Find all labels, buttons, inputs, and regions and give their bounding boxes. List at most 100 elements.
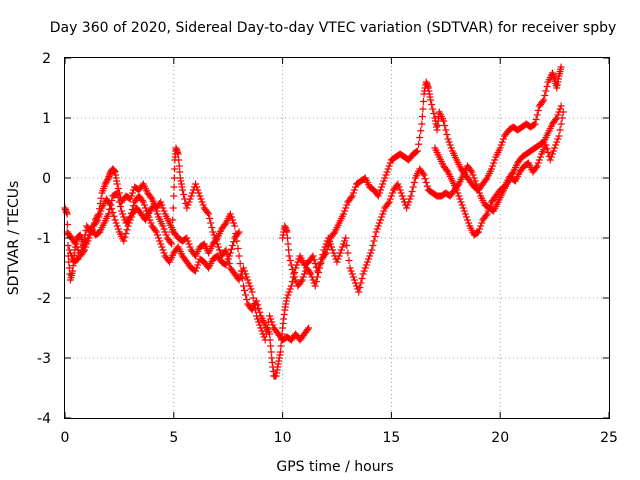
data-point [355, 288, 363, 296]
data-point [243, 273, 251, 281]
data-point [112, 219, 120, 227]
data-point [118, 207, 126, 215]
data-point [464, 216, 472, 224]
data-point [472, 180, 480, 188]
data-point [254, 315, 262, 323]
data-point [312, 278, 320, 285]
data-point [175, 156, 183, 164]
data-point [320, 246, 328, 254]
data-point [541, 92, 549, 99]
y-tick-label: 1 [42, 111, 51, 127]
data-point [127, 192, 135, 200]
data-point [297, 278, 305, 285]
data-point [456, 195, 464, 203]
data-point [256, 321, 264, 329]
data-point [489, 162, 497, 170]
data-point [410, 179, 418, 186]
data-point [374, 192, 382, 200]
data-point [467, 167, 475, 174]
data-point [371, 233, 379, 240]
data-point [226, 249, 234, 257]
data-point [114, 185, 122, 192]
data-point [462, 213, 470, 221]
data-point [557, 63, 565, 71]
y-axis-title: SDTVAR / TECUs [6, 181, 22, 296]
y-tick-labels: -4 -3 -2 -1 0 1 2 [37, 51, 51, 427]
data-point [441, 122, 449, 129]
data-point [344, 249, 352, 257]
data-point [499, 135, 507, 143]
data-point [360, 267, 368, 275]
data-point [554, 111, 562, 119]
data-point [546, 156, 554, 164]
data-point [235, 252, 243, 260]
data-point [292, 264, 300, 272]
data-point [95, 213, 103, 221]
data-point [242, 270, 250, 278]
data-point [409, 183, 417, 191]
data-points [61, 63, 567, 380]
data-point [341, 207, 349, 215]
data-point [116, 203, 124, 210]
data-point [252, 312, 260, 320]
data-point [288, 278, 296, 285]
data-point [340, 210, 348, 218]
data-point [461, 210, 469, 218]
data-point [207, 219, 215, 227]
data-point [415, 140, 423, 148]
data-point [242, 291, 250, 299]
data-point [222, 261, 230, 269]
data-point [234, 230, 242, 237]
data-point [418, 113, 426, 120]
data-point [345, 257, 353, 264]
data-point [188, 189, 196, 197]
data-point [194, 186, 202, 194]
data-point [158, 243, 166, 251]
data-point [490, 159, 498, 167]
data-point [496, 144, 504, 152]
data-point [478, 219, 486, 227]
data-point [306, 269, 314, 276]
data-point [267, 348, 275, 356]
data-point [123, 226, 131, 234]
data-point [310, 256, 318, 264]
data-point [126, 195, 134, 203]
data-point [443, 131, 451, 138]
data-point [300, 270, 308, 278]
data-point [160, 207, 168, 215]
data-point [111, 216, 119, 224]
data-point [102, 179, 110, 186]
data-point [239, 264, 247, 272]
data-point [557, 120, 565, 128]
data-point [159, 204, 167, 212]
data-point [152, 228, 160, 236]
data-point [407, 192, 415, 200]
data-point [236, 260, 244, 267]
data-point [276, 348, 284, 356]
data-point [442, 126, 450, 134]
data-point [127, 209, 135, 217]
data-point [199, 201, 207, 209]
data-point [294, 258, 302, 266]
plot-frame [64, 57, 610, 419]
data-point [543, 83, 551, 90]
data-point [395, 183, 403, 191]
data-point [403, 204, 411, 212]
data-point [419, 98, 427, 105]
data-point [319, 251, 327, 258]
data-point [185, 240, 193, 248]
data-point [223, 258, 231, 266]
data-point [266, 312, 274, 320]
data-point [483, 210, 491, 218]
data-point [482, 176, 490, 183]
data-point [356, 284, 364, 291]
y-tick-label: -4 [37, 411, 51, 427]
data-point [554, 135, 562, 143]
data-point [251, 306, 259, 314]
data-point [313, 273, 321, 281]
data-point [235, 228, 243, 236]
data-point [534, 159, 542, 167]
data-point [160, 249, 168, 257]
data-point [539, 98, 547, 105]
data-point [533, 162, 541, 170]
